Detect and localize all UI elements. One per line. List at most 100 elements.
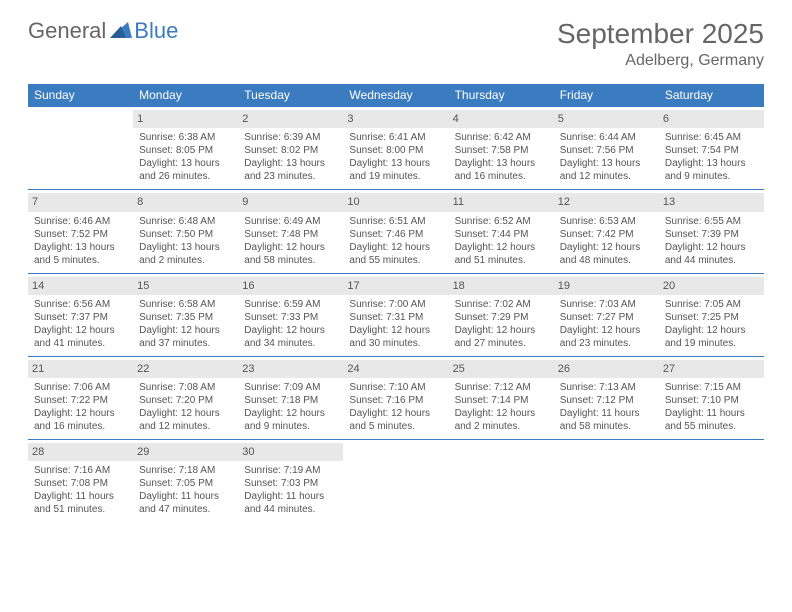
day-number: 6 — [659, 110, 764, 128]
weekday-header: Thursday — [449, 84, 554, 107]
day-info-line: Sunrise: 6:48 AM — [139, 215, 232, 228]
day-info-line: Sunset: 7:58 PM — [455, 144, 548, 157]
day-info-line: and 12 minutes. — [139, 420, 232, 433]
day-info-line: Daylight: 12 hours — [244, 407, 337, 420]
day-info-line: Sunset: 7:44 PM — [455, 228, 548, 241]
day-number: 5 — [554, 110, 659, 128]
weekday-header-row: Sunday Monday Tuesday Wednesday Thursday… — [28, 84, 764, 107]
day-info-line: Sunset: 7:42 PM — [560, 228, 653, 241]
day-info-line: Daylight: 13 hours — [665, 157, 758, 170]
day-number: 9 — [238, 193, 343, 211]
day-info-line: and 2 minutes. — [455, 420, 548, 433]
day-number: 15 — [133, 277, 238, 295]
calendar-day-cell: 5Sunrise: 6:44 AMSunset: 7:56 PMDaylight… — [554, 107, 659, 190]
header: General Blue September 2025 Adelberg, Ge… — [0, 0, 792, 78]
day-info-line: Daylight: 12 hours — [665, 241, 758, 254]
day-info-line: Daylight: 12 hours — [349, 324, 442, 337]
day-info-line: Daylight: 12 hours — [560, 241, 653, 254]
day-number: 19 — [554, 277, 659, 295]
day-number: 22 — [133, 360, 238, 378]
day-info-line: Sunrise: 7:12 AM — [455, 381, 548, 394]
day-info-line: Sunset: 7:46 PM — [349, 228, 442, 241]
day-number: 26 — [554, 360, 659, 378]
day-info-line: and 9 minutes. — [665, 170, 758, 183]
day-number: 17 — [343, 277, 448, 295]
day-info-line: and 44 minutes. — [244, 503, 337, 516]
day-info-line: Daylight: 13 hours — [455, 157, 548, 170]
calendar-day-cell: 13Sunrise: 6:55 AMSunset: 7:39 PMDayligh… — [659, 190, 764, 273]
day-info-line: and 58 minutes. — [560, 420, 653, 433]
calendar-day-cell: 9Sunrise: 6:49 AMSunset: 7:48 PMDaylight… — [238, 190, 343, 273]
calendar-day-cell: 22Sunrise: 7:08 AMSunset: 7:20 PMDayligh… — [133, 356, 238, 439]
day-info-line: Daylight: 12 hours — [455, 241, 548, 254]
day-info-line: and 30 minutes. — [349, 337, 442, 350]
day-info-line: Daylight: 12 hours — [665, 324, 758, 337]
day-info-line: Sunrise: 6:41 AM — [349, 131, 442, 144]
day-info-line: Sunrise: 6:44 AM — [560, 131, 653, 144]
day-info-line: Sunrise: 7:05 AM — [665, 298, 758, 311]
day-info-line: Daylight: 11 hours — [560, 407, 653, 420]
calendar-day-cell: 7Sunrise: 6:46 AMSunset: 7:52 PMDaylight… — [28, 190, 133, 273]
day-info-line: Sunset: 7:29 PM — [455, 311, 548, 324]
page-subtitle: Adelberg, Germany — [557, 52, 764, 70]
day-info-line: and 51 minutes. — [455, 254, 548, 267]
day-info-line: Daylight: 12 hours — [560, 324, 653, 337]
day-info-line: Sunset: 7:10 PM — [665, 394, 758, 407]
day-number: 20 — [659, 277, 764, 295]
day-info-line: Sunrise: 6:59 AM — [244, 298, 337, 311]
day-info-line: Sunrise: 7:18 AM — [139, 464, 232, 477]
calendar-table: Sunday Monday Tuesday Wednesday Thursday… — [28, 84, 764, 522]
day-number: 25 — [449, 360, 554, 378]
day-info-line: Sunset: 7:50 PM — [139, 228, 232, 241]
day-info-line: and 2 minutes. — [139, 254, 232, 267]
day-info-line: and 41 minutes. — [34, 337, 127, 350]
day-info-line: Sunrise: 7:16 AM — [34, 464, 127, 477]
day-info-line: and 44 minutes. — [665, 254, 758, 267]
day-number: 16 — [238, 277, 343, 295]
day-info-line: Daylight: 11 hours — [665, 407, 758, 420]
day-number: 3 — [343, 110, 448, 128]
day-info-line: Daylight: 13 hours — [139, 157, 232, 170]
calendar-week-row: 21Sunrise: 7:06 AMSunset: 7:22 PMDayligh… — [28, 356, 764, 439]
day-info-line: and 47 minutes. — [139, 503, 232, 516]
calendar-day-cell: 20Sunrise: 7:05 AMSunset: 7:25 PMDayligh… — [659, 273, 764, 356]
weekday-header: Saturday — [659, 84, 764, 107]
calendar-day-cell: 6 Sunrise: 6:45 AMSunset: 7:54 PMDaylight… — [659, 107, 764, 190]
day-number: 11 — [449, 193, 554, 211]
day-info-line: Sunset: 8:05 PM — [139, 144, 232, 157]
calendar-week-row: 1Sunrise: 6:38 AMSunset: 8:05 PMDaylight… — [28, 107, 764, 190]
day-info-line: Sunrise: 7:15 AM — [665, 381, 758, 394]
day-info-line: and 9 minutes. — [244, 420, 337, 433]
day-info-line: and 58 minutes. — [244, 254, 337, 267]
day-info-line: Sunrise: 6:53 AM — [560, 215, 653, 228]
day-info-line: Sunset: 7:37 PM — [34, 311, 127, 324]
weekday-header: Monday — [133, 84, 238, 107]
calendar-day-cell: 23Sunrise: 7:09 AMSunset: 7:18 PMDayligh… — [238, 356, 343, 439]
calendar-day-cell: 24Sunrise: 7:10 AMSunset: 7:16 PMDayligh… — [343, 356, 448, 439]
day-info-line: and 16 minutes. — [34, 420, 127, 433]
calendar-day-cell: 15Sunrise: 6:58 AMSunset: 7:35 PMDayligh… — [133, 273, 238, 356]
calendar-day-cell: 17Sunrise: 7:00 AMSunset: 7:31 PMDayligh… — [343, 273, 448, 356]
day-number: 24 — [343, 360, 448, 378]
calendar-day-cell: 16Sunrise: 6:59 AMSunset: 7:33 PMDayligh… — [238, 273, 343, 356]
day-info-line: Sunset: 7:54 PM — [665, 144, 758, 157]
day-info-line: Sunrise: 6:42 AM — [455, 131, 548, 144]
logo: General Blue — [28, 18, 178, 44]
day-info-line: Daylight: 12 hours — [139, 407, 232, 420]
day-info-line: Daylight: 12 hours — [34, 324, 127, 337]
day-info-line: Daylight: 12 hours — [139, 324, 232, 337]
day-info-line: Sunrise: 7:06 AM — [34, 381, 127, 394]
day-info-line: Sunrise: 6:45 AM — [665, 131, 758, 144]
day-info-line: Daylight: 13 hours — [349, 157, 442, 170]
day-info-line: Sunset: 8:00 PM — [349, 144, 442, 157]
day-info-line: Daylight: 13 hours — [34, 241, 127, 254]
calendar-day-cell: 21Sunrise: 7:06 AMSunset: 7:22 PMDayligh… — [28, 356, 133, 439]
calendar-day-cell: 11Sunrise: 6:52 AMSunset: 7:44 PMDayligh… — [449, 190, 554, 273]
day-info-line: Daylight: 11 hours — [244, 490, 337, 503]
day-info-line: Daylight: 12 hours — [349, 241, 442, 254]
day-number: 23 — [238, 360, 343, 378]
day-info-line: Daylight: 13 hours — [560, 157, 653, 170]
day-info-line: and 27 minutes. — [455, 337, 548, 350]
day-number: 10 — [343, 193, 448, 211]
calendar-day-cell: 19Sunrise: 7:03 AMSunset: 7:27 PMDayligh… — [554, 273, 659, 356]
